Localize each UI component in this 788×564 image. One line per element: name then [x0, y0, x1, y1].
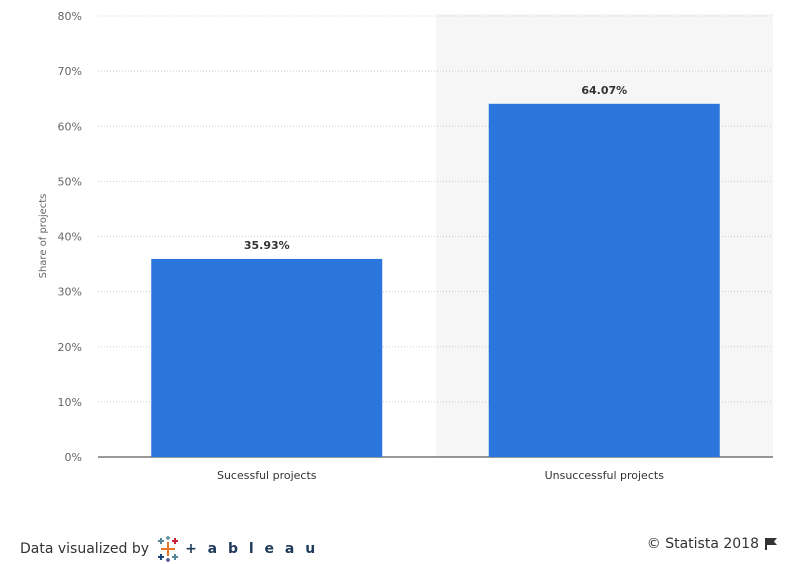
tableau-wordmark: + a b l e a u — [185, 541, 319, 557]
y-tick-label: 40% — [58, 231, 82, 244]
x-category-label: Unsuccessful projects — [545, 469, 665, 482]
bar[interactable] — [488, 103, 720, 458]
x-axis-labels: Sucessful projects Unsuccessful projects — [217, 469, 664, 482]
y-tick-label: 80% — [58, 10, 82, 23]
y-tick-label: 30% — [58, 286, 82, 299]
bar-chart: 0%10%20%30%40%50%60%70%80% 35.93%64.07% … — [38, 10, 773, 482]
tableau-logo[interactable]: + a b l e a u — [155, 536, 318, 562]
y-tick-label: 10% — [58, 396, 82, 409]
y-tick-label: 60% — [58, 120, 82, 133]
y-tick-label: 70% — [58, 65, 82, 78]
footer-attribution: Data visualized by + a b l e a u — [20, 536, 318, 562]
y-axis-title: Share of projects — [38, 194, 49, 279]
copyright-text: © Statista 2018 — [646, 536, 759, 552]
tableau-cross-icon — [158, 536, 179, 562]
bar-value-label: 64.07% — [581, 84, 627, 97]
y-tick-label: 20% — [58, 341, 82, 354]
y-tick-label: 50% — [58, 175, 82, 188]
flag-icon[interactable] — [764, 537, 778, 551]
bars: 35.93% 64.07% — [151, 84, 720, 458]
x-category-label: Sucessful projects — [217, 469, 317, 482]
y-axis-ticks: 0% 10% 20% 30% 40% 50% 60% 70% 80% — [58, 10, 82, 464]
bar-value-label: 35.93% — [244, 239, 290, 252]
y-tick-label: 0% — [65, 451, 82, 464]
data-visualized-by-label: Data visualized by — [20, 541, 150, 557]
bar[interactable] — [151, 258, 383, 457]
footer-copyright: © Statista 2018 — [647, 536, 778, 552]
